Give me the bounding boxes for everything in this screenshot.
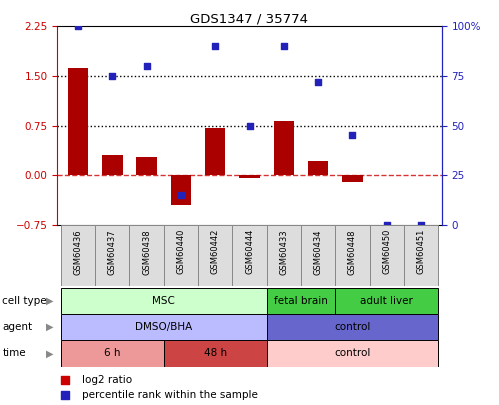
Bar [266, 314, 438, 340]
Text: ▶: ▶ [46, 322, 54, 332]
Point [383, 222, 391, 228]
Bar [301, 225, 335, 286]
Bar [95, 225, 129, 286]
Text: GSM60434: GSM60434 [313, 229, 323, 275]
Text: percentile rank within the sample: percentile rank within the sample [82, 390, 258, 400]
Text: control: control [334, 348, 371, 358]
Point [417, 222, 425, 228]
Text: GSM60433: GSM60433 [279, 229, 288, 275]
Text: DMSO/BHA: DMSO/BHA [135, 322, 192, 332]
Point [315, 332, 323, 339]
Text: control: control [334, 322, 371, 332]
Text: 6 h: 6 h [104, 348, 121, 358]
Bar [273, 121, 294, 175]
Text: adult liver: adult liver [360, 296, 413, 306]
Bar [308, 161, 328, 175]
Bar [61, 288, 266, 314]
Point [246, 122, 253, 129]
Bar [266, 340, 438, 367]
Text: GSM60451: GSM60451 [417, 229, 426, 275]
Text: GSM60450: GSM60450 [382, 229, 391, 275]
Point [315, 190, 323, 197]
Text: fetal brain: fetal brain [274, 296, 328, 306]
Text: log2 ratio: log2 ratio [82, 375, 133, 385]
Text: GSM60448: GSM60448 [348, 229, 357, 275]
Bar [342, 175, 363, 182]
Bar [129, 225, 164, 286]
Text: GSM60444: GSM60444 [245, 229, 254, 275]
Point [280, 43, 288, 49]
Bar [164, 340, 266, 367]
Text: MSC: MSC [152, 296, 175, 306]
Bar [370, 225, 404, 286]
Text: time: time [2, 348, 26, 358]
Text: GSM60442: GSM60442 [211, 229, 220, 275]
Bar [404, 225, 438, 286]
Bar [335, 225, 370, 286]
Text: GSM60437: GSM60437 [108, 229, 117, 275]
Title: GDS1347 / 35774: GDS1347 / 35774 [191, 12, 308, 25]
Bar [68, 68, 88, 175]
Text: 48 h: 48 h [204, 348, 227, 358]
Text: GSM60440: GSM60440 [176, 229, 186, 275]
Bar [205, 128, 226, 175]
Bar [171, 175, 191, 205]
Bar [61, 340, 164, 367]
Point [314, 79, 322, 85]
Bar [164, 225, 198, 286]
Bar [233, 225, 266, 286]
Point [177, 192, 185, 198]
Bar [198, 225, 233, 286]
Point [108, 73, 116, 79]
Bar [102, 155, 123, 175]
Text: cell type: cell type [2, 296, 47, 306]
Text: ▶: ▶ [46, 296, 54, 306]
Text: agent: agent [2, 322, 32, 332]
Bar [136, 157, 157, 175]
Bar [335, 288, 438, 314]
Bar [239, 175, 260, 179]
Text: GSM60436: GSM60436 [73, 229, 82, 275]
Point [211, 43, 219, 49]
Bar [61, 225, 95, 286]
Text: ▶: ▶ [46, 348, 54, 358]
Point [143, 63, 151, 69]
Bar [266, 225, 301, 286]
Point [74, 23, 82, 30]
Text: GSM60438: GSM60438 [142, 229, 151, 275]
Bar [266, 288, 335, 314]
Point [348, 132, 356, 139]
Bar [61, 314, 266, 340]
